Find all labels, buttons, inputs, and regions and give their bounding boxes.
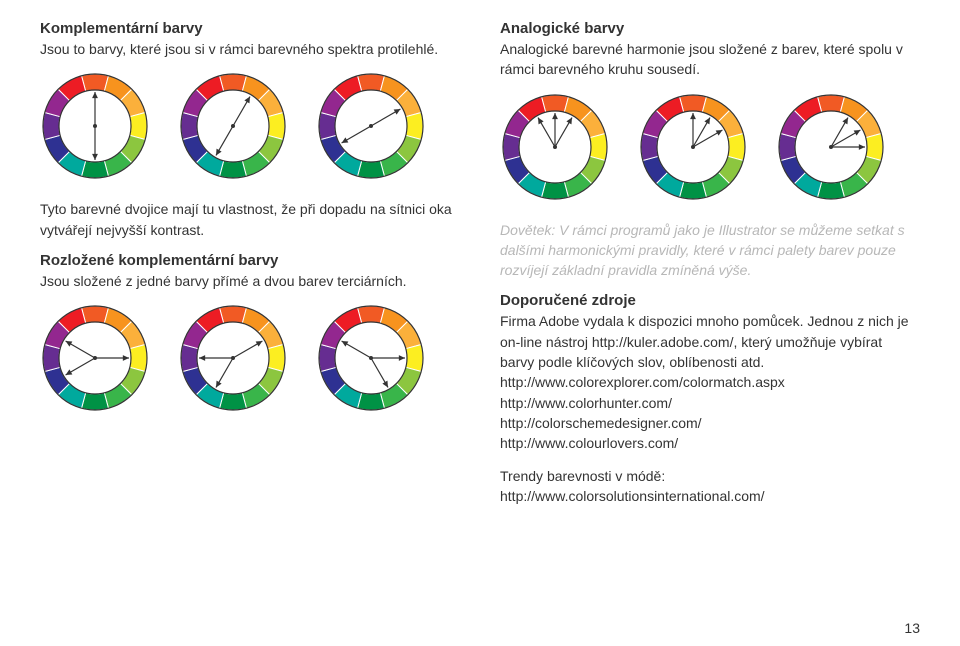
color-wheel bbox=[178, 303, 288, 413]
color-wheel bbox=[500, 92, 610, 202]
trends-block: Trendy barevnosti v módě: http://www.col… bbox=[500, 466, 920, 507]
color-wheel bbox=[316, 71, 426, 181]
resource-link: http://www.colourlovers.com/ bbox=[500, 435, 678, 451]
resource-link: http://www.colorhunter.com/ bbox=[500, 395, 672, 411]
color-wheel bbox=[178, 71, 288, 181]
right-column: Analogické barvy Analogické barevné harm… bbox=[500, 20, 920, 518]
resource-link: http://colorschemedesigner.com/ bbox=[500, 415, 702, 431]
color-wheel bbox=[40, 303, 150, 413]
complementary-heading: Komplementární barvy bbox=[40, 20, 460, 37]
color-wheel bbox=[40, 71, 150, 181]
addendum-text: Dovětek: V rámci programů jako je Illust… bbox=[500, 220, 920, 281]
color-wheel bbox=[316, 303, 426, 413]
complementary-wheels bbox=[40, 71, 460, 181]
color-wheel bbox=[776, 92, 886, 202]
resources-body: Firma Adobe vydala k dispozici mnoho pom… bbox=[500, 311, 920, 453]
trends-link: http://www.colorsolutionsinternational.c… bbox=[500, 488, 765, 504]
analogous-heading: Analogické barvy bbox=[500, 20, 920, 37]
complementary-note: Tyto barevné dvojice mají tu vlastnost, … bbox=[40, 199, 460, 240]
resources-heading: Doporučené zdroje bbox=[500, 292, 920, 309]
analogous-body: Analogické barevné harmonie jsou složené… bbox=[500, 39, 920, 80]
resources-intro: Firma Adobe vydala k dispozici mnoho pom… bbox=[500, 313, 909, 370]
complementary-body: Jsou to barvy, které jsou si v rámci bar… bbox=[40, 39, 460, 59]
analogous-wheels bbox=[500, 92, 920, 202]
trends-label: Trendy barevnosti v módě: bbox=[500, 468, 665, 484]
split-heading: Rozložené komplementární barvy bbox=[40, 252, 460, 269]
split-body: Jsou složené z jedné barvy přímé a dvou … bbox=[40, 271, 460, 291]
color-wheel bbox=[638, 92, 748, 202]
left-column: Komplementární barvy Jsou to barvy, kter… bbox=[40, 20, 460, 518]
resource-link: http://www.colorexplorer.com/colormatch.… bbox=[500, 374, 785, 390]
page-number: 13 bbox=[904, 620, 920, 636]
split-wheels bbox=[40, 303, 460, 413]
